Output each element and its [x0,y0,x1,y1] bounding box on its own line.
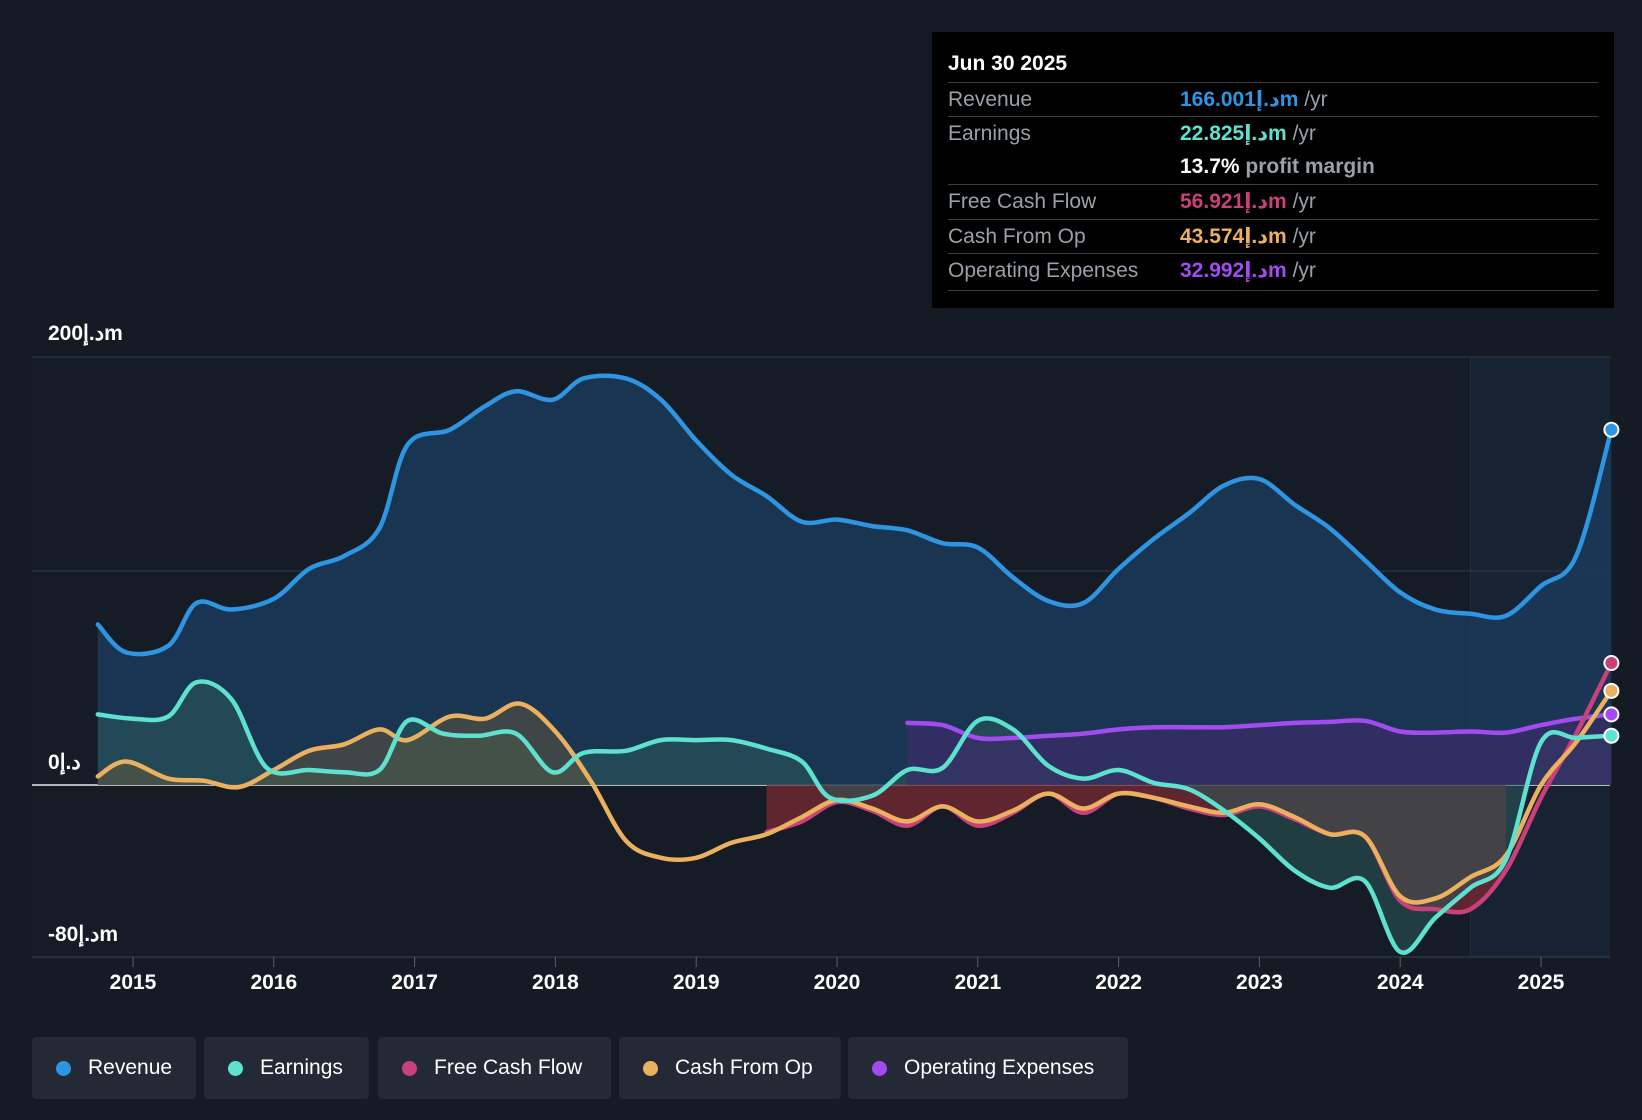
series-lines [95,373,1614,955]
tooltip-opex-label: Operating Expenses [948,259,1139,282]
tooltip-panel: Jun 30 2025 Revenue 166.001د.إm /yr Earn… [932,32,1614,308]
x-tick-label: 2025 [1518,971,1565,994]
tooltip-row-earnings: Earnings 22.825د.إm /yr [948,116,1598,151]
earnings-area [97,681,1612,953]
x-tick-label: 2016 [250,971,297,994]
tooltip-revenue-value: 166.001د.إm [1180,88,1299,111]
tooltip-opex-value: 32.992د.إm [1180,259,1287,282]
tooltip-row-margin: 13.7% profit margin [948,150,1598,184]
x-tick-label: 2022 [1095,971,1142,994]
earnings-end-point [1603,727,1620,744]
tooltip-row-fcf: Free Cash Flow 56.921د.إm /yr [948,184,1598,219]
legend-item-earnings[interactable]: Earnings [204,1037,369,1099]
tooltip-cfo-label: Cash From Op [948,225,1086,248]
tooltip-earnings-label: Earnings [948,122,1031,145]
x-tick-label: 2024 [1377,971,1424,994]
legend-item-cfo[interactable]: Cash From Op [619,1037,841,1099]
x-tick-label: 2015 [110,971,157,994]
series-areas [97,375,1612,953]
cfo-end-point [1603,682,1620,699]
opex-area [907,714,1612,785]
cfo-line [95,688,1614,905]
x-tick-label: 2021 [954,971,1001,994]
legend-dot-revenue-icon [56,1061,71,1076]
revenue-line [95,373,1614,657]
series-end-points [1603,421,1620,744]
x-tick-label: 2018 [532,971,579,994]
opex-end-point [1603,706,1620,723]
tooltip-revenue-unit: /yr [1298,88,1328,111]
tooltip-revenue-label: Revenue [948,88,1033,111]
legend-dot-opex-icon [872,1061,887,1076]
x-tick-label: 2023 [1236,971,1283,994]
y-tick-label: -80د.إm [48,923,118,947]
tooltip-margin-label: profit margin [1239,155,1375,178]
tooltip-row-cfo: Cash From Op 43.574د.إm /yr [948,219,1598,254]
legend-label-cfo: Cash From Op [675,1056,813,1079]
tooltip-row-opex: Operating Expenses 32.992د.إm /yr [948,253,1598,288]
x-tick-label: 2017 [391,971,438,994]
legend-label-earnings: Earnings [260,1056,343,1079]
x-tick-label: 2020 [814,971,861,994]
legend-label-fcf: Free Cash Flow [434,1056,583,1079]
legend-label-opex: Operating Expenses [904,1056,1095,1079]
tooltip-fcf-value: 56.921د.إm [1180,190,1287,213]
revenue-area [97,375,1612,785]
tooltip-earnings-value: 22.825د.إm [1180,122,1287,145]
legend-dot-fcf-icon [402,1061,417,1076]
y-tick-label: 0د.إ [48,751,81,775]
tooltip-cfo-value: 43.574د.إm [1180,225,1287,248]
tooltip-date: Jun 30 2025 [948,52,1068,75]
earnings-line [95,679,1614,955]
revenue-end-point [1603,421,1620,438]
y-tick-label: 200د.إm [48,322,123,346]
x-tick-label: 2019 [673,971,720,994]
tooltip-row-revenue: Revenue 166.001د.إm /yr [948,82,1598,117]
tooltip-fcf-label: Free Cash Flow [948,190,1097,213]
legend-item-fcf[interactable]: Free Cash Flow [378,1037,611,1099]
legend-item-opex[interactable]: Operating Expenses [848,1037,1128,1099]
tooltip-cfo-unit: /yr [1286,225,1316,248]
tooltip-divider [948,290,1598,291]
axes: 2015 2016 2017 2018 2019 2020 2021 2022 2023 2024… [48,322,1565,994]
tooltip-margin-value: 13.7% [1180,155,1240,178]
tooltip-opex-unit: /yr [1286,259,1316,282]
tooltip-earnings-unit: /yr [1286,122,1316,145]
chart-plot: 2015 2016 2017 2018 2019 2020 2021 2022 2023 2024… [32,322,1620,994]
tooltip-fcf-unit: /yr [1286,190,1316,213]
legend-dot-cfo-icon [643,1061,658,1076]
fcf-end-point [1603,655,1620,672]
legend-dot-earnings-icon [228,1061,243,1076]
legend-label-revenue: Revenue [88,1056,173,1079]
legend-item-revenue[interactable]: Revenue [32,1037,196,1099]
